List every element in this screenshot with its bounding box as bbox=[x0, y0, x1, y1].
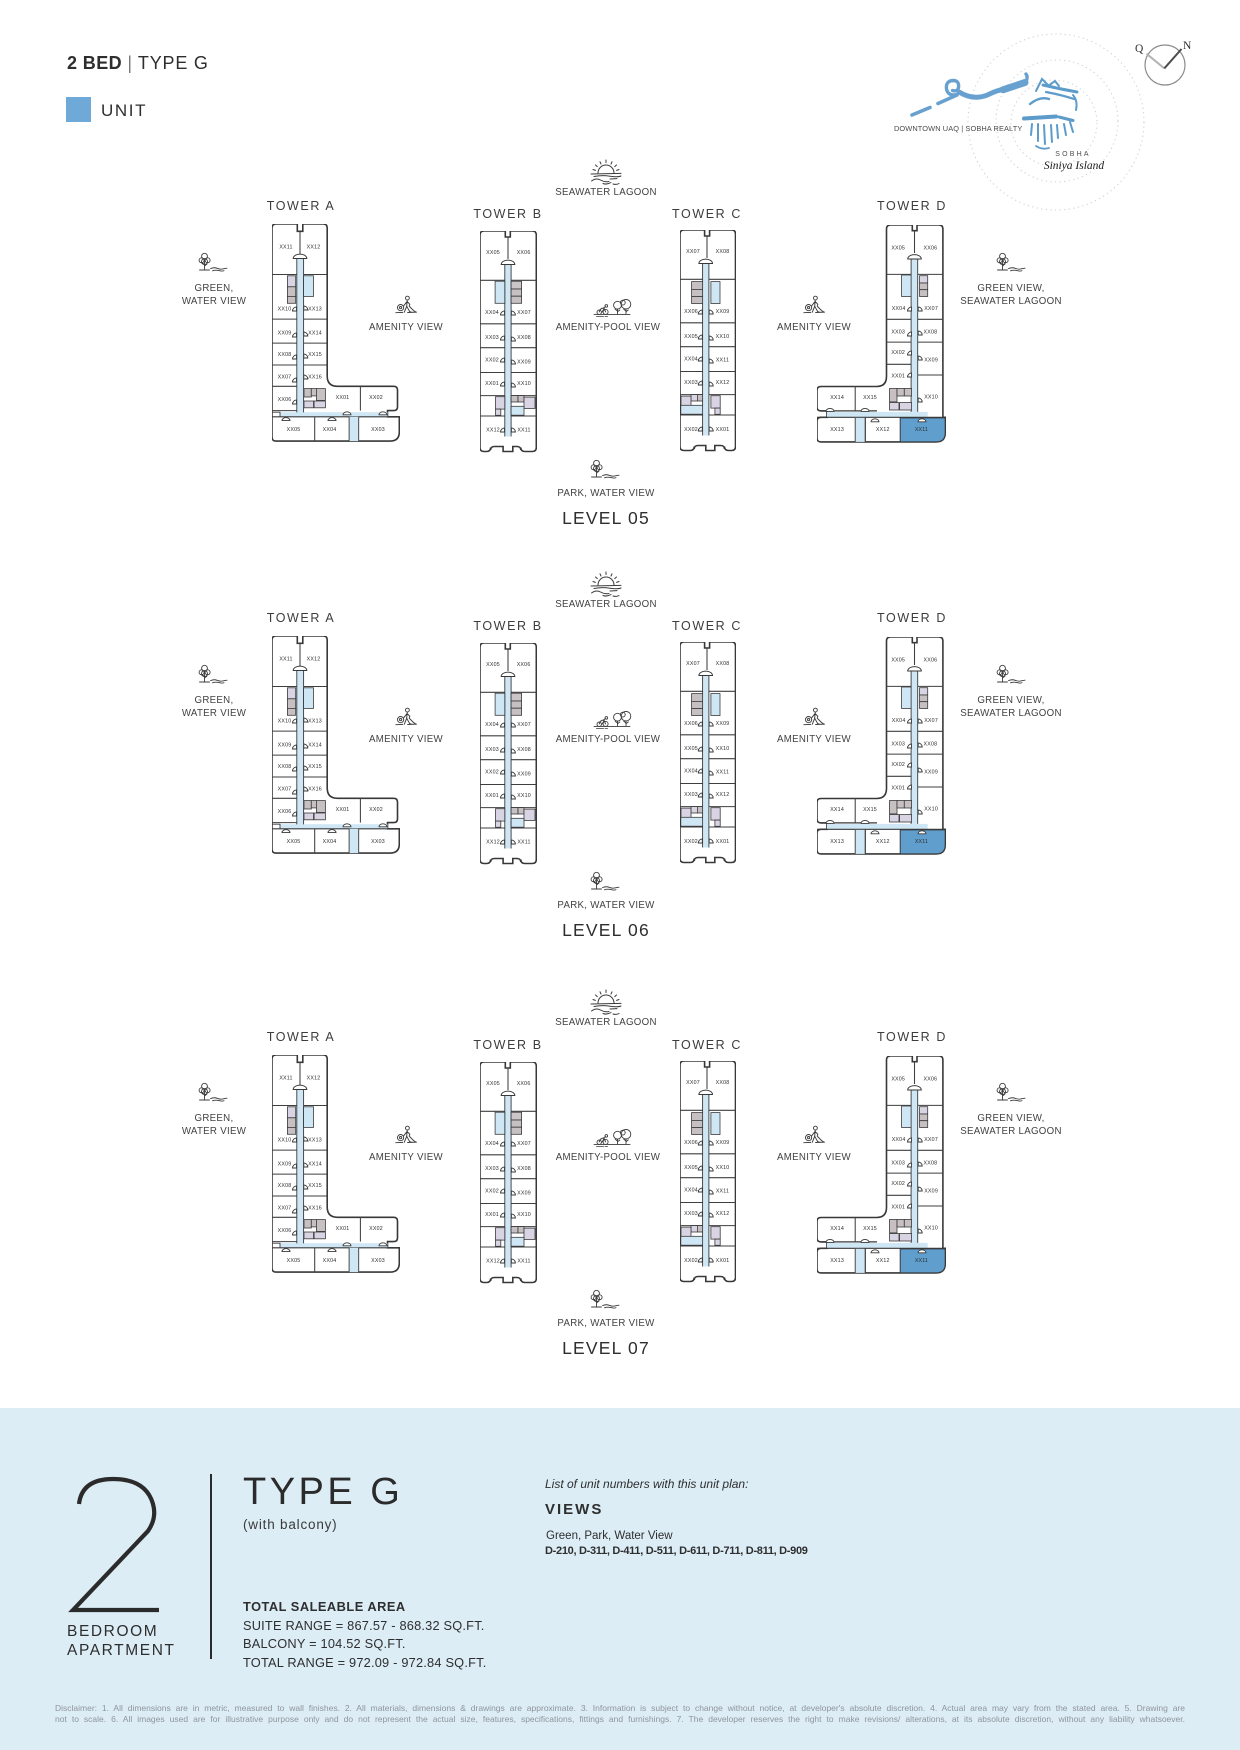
svg-text:Siniya Island: Siniya Island bbox=[1044, 160, 1105, 172]
svg-text:DOWNTOWN UAQ | SOBHA REALTY: DOWNTOWN UAQ | SOBHA REALTY bbox=[894, 124, 1022, 133]
svg-text:N: N bbox=[1183, 40, 1192, 52]
svg-text:SOBHA: SOBHA bbox=[1055, 151, 1091, 158]
svg-text:Q: Q bbox=[1135, 43, 1144, 55]
